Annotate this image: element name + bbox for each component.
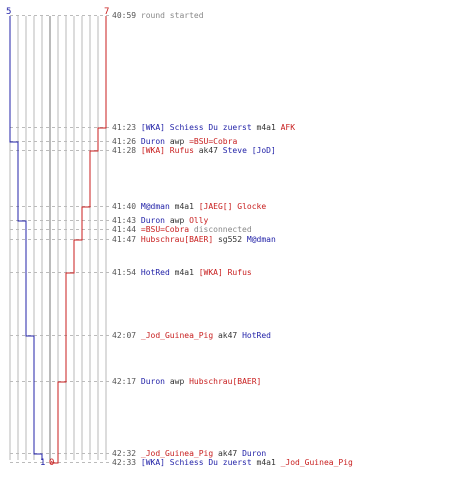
event-row: 42:17 Duron awp Hubschrau[BAER] [112, 377, 261, 386]
blue-team-start-count: 5 [6, 7, 12, 17]
blue-player-name: M@dman [246, 235, 276, 244]
red-team-start-count: 7 [104, 7, 110, 17]
blue-player-name: HotRed [140, 268, 170, 277]
weapon-text: m4a1 [169, 268, 199, 277]
weapon-text: awp [165, 137, 190, 146]
blue-player-name: Steve [JoD] [222, 146, 276, 155]
event-time: 42:07 [112, 331, 141, 340]
red-player-name: _Jod_Guinea_Pig [280, 458, 353, 467]
weapon-text: ak47 [193, 146, 223, 155]
red-team-alive-line [49, 16, 107, 464]
weapon-text: m4a1 [251, 123, 281, 132]
red-player-name: Hubschrau[BAER] [189, 377, 262, 386]
event-row: 41:23 [WKA] Schiess Du zuerst m4a1 AFK [112, 123, 295, 132]
weapon-text: ak47 [213, 331, 243, 340]
red-player-name: [JAEG[] Glocke [198, 202, 267, 211]
blue-player-name: M@dman [140, 202, 170, 211]
event-time: 41:23 [112, 123, 141, 132]
red-player-name: Olly [189, 216, 209, 225]
event-time: 41:26 [112, 137, 141, 146]
red-team-end-count: 0 [49, 458, 55, 468]
system-message: round started [140, 11, 204, 20]
red-player-name: =BSU=Cobra [140, 225, 190, 234]
weapon-text: awp [165, 377, 190, 386]
event-row: 40:59 round started [112, 11, 204, 20]
blue-player-name: Duron [140, 377, 165, 386]
event-time: 40:59 [112, 11, 141, 20]
blue-player-name: Duron [242, 449, 267, 458]
weapon-text: ak47 [213, 449, 243, 458]
weapon-text: awp [165, 216, 190, 225]
red-player-name: _Jod_Guinea_Pig [140, 449, 214, 458]
blue-player-name: HotRed [242, 331, 271, 340]
event-row: 42:07 _Jod_Guinea_Pig ak47 HotRed [112, 331, 271, 340]
blue-player-name: Duron [140, 216, 165, 225]
blue-player-name: [WKA] Schiess Du zuerst [140, 458, 252, 467]
event-time: 41:54 [112, 268, 141, 277]
event-row: 41:44 =BSU=Cobra disconnected [112, 225, 252, 234]
red-player-name: Hubschrau[BAER] [140, 235, 214, 244]
event-row: 41:26 Duron awp =BSU=Cobra [112, 137, 237, 146]
blue-player-name: [WKA] Schiess Du zuerst [140, 123, 252, 132]
red-player-name: [WKA] Rufus [140, 146, 194, 155]
red-player-name: =BSU=Cobra [189, 137, 238, 146]
blue-team-end-count: 1 [40, 458, 46, 468]
event-row: 41:43 Duron awp Olly [112, 216, 208, 225]
weapon-text: m4a1 [169, 202, 199, 211]
event-row: 41:28 [WKA] Rufus ak47 Steve [JoD] [112, 146, 276, 155]
event-time: 42:33 [112, 458, 141, 467]
event-row: 41:54 HotRed m4a1 [WKA] Rufus [112, 268, 252, 277]
blue-team-alive-line [9, 16, 43, 460]
event-row: 41:40 M@dman m4a1 [JAEG[] Glocke [112, 202, 266, 211]
event-row: 42:32 _Jod_Guinea_Pig ak47 Duron [112, 449, 266, 458]
weapon-text: sg552 [213, 235, 247, 244]
event-time: 41:28 [112, 146, 141, 155]
event-time: 42:17 [112, 377, 141, 386]
event-time: 41:47 [112, 235, 141, 244]
event-time: 41:44 [112, 225, 141, 234]
blue-player-name: Duron [140, 137, 165, 146]
event-row: 41:47 Hubschrau[BAER] sg552 M@dman [112, 235, 276, 244]
event-time: 42:32 [112, 449, 141, 458]
red-player-name: [WKA] Rufus [198, 268, 252, 277]
weapon-text: m4a1 [251, 458, 281, 467]
event-time: 41:40 [112, 202, 141, 211]
red-player-name: AFK [280, 123, 296, 132]
event-row: 42:33 [WKA] Schiess Du zuerst m4a1 _Jod_… [112, 458, 353, 467]
event-time: 41:43 [112, 216, 141, 225]
system-message: disconnected [189, 225, 252, 234]
red-player-name: _Jod_Guinea_Pig [140, 331, 214, 340]
